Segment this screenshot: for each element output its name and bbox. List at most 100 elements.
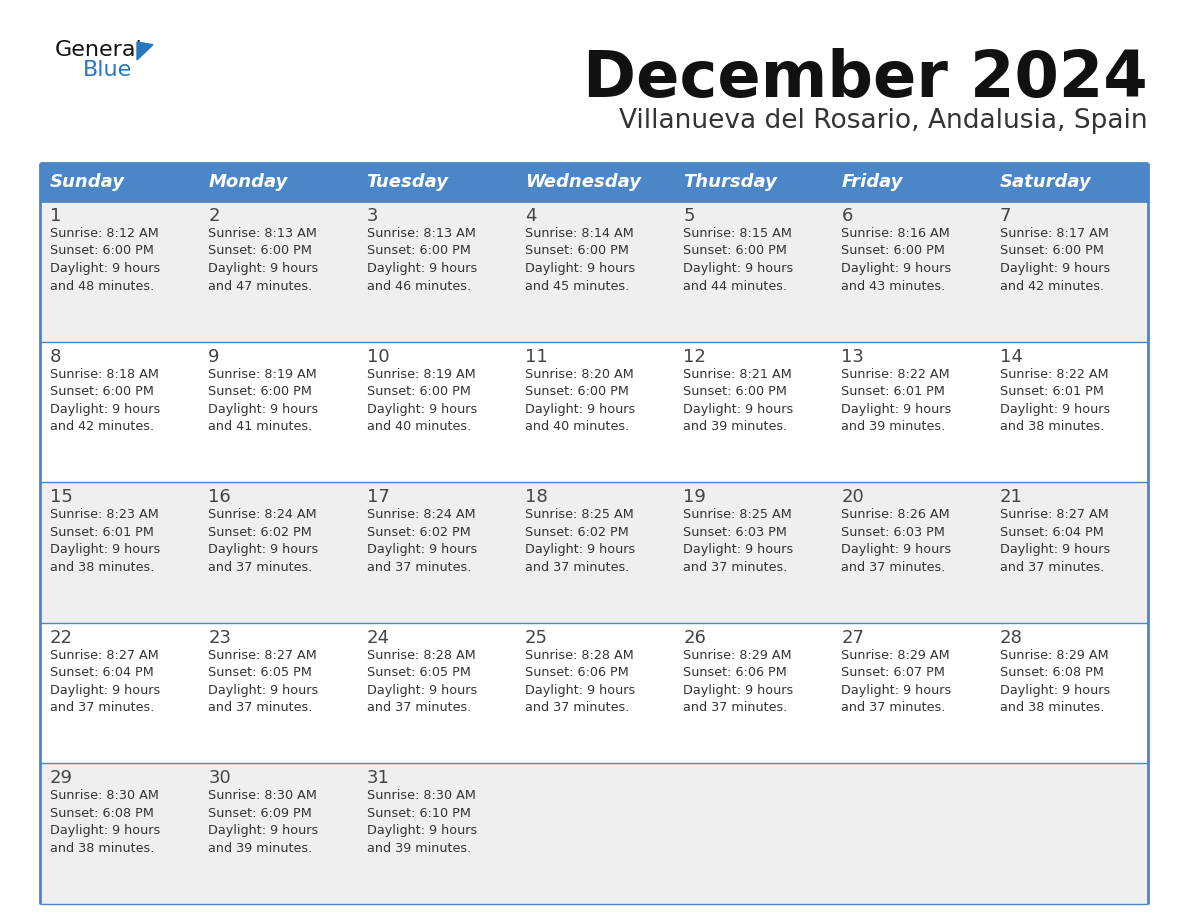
Text: Sunrise: 8:19 AM: Sunrise: 8:19 AM: [367, 367, 475, 381]
Text: 29: 29: [50, 769, 72, 788]
Polygon shape: [137, 42, 153, 60]
Text: Sunset: 6:00 PM: Sunset: 6:00 PM: [841, 244, 946, 258]
Text: Sunrise: 8:12 AM: Sunrise: 8:12 AM: [50, 227, 159, 240]
Text: and 44 minutes.: and 44 minutes.: [683, 279, 788, 293]
Text: Daylight: 9 hours: Daylight: 9 hours: [208, 543, 318, 556]
Text: and 40 minutes.: and 40 minutes.: [525, 420, 630, 433]
Bar: [198, 201, 356, 341]
Bar: [990, 163, 1148, 201]
Bar: [198, 341, 356, 482]
Text: Sunset: 6:08 PM: Sunset: 6:08 PM: [1000, 666, 1104, 679]
Text: 23: 23: [208, 629, 232, 647]
Bar: [832, 482, 990, 622]
Text: Sunset: 6:06 PM: Sunset: 6:06 PM: [525, 666, 628, 679]
Bar: [990, 482, 1148, 622]
Bar: [990, 201, 1148, 341]
Text: Sunrise: 8:14 AM: Sunrise: 8:14 AM: [525, 227, 633, 240]
Text: 7: 7: [1000, 207, 1011, 225]
Text: and 39 minutes.: and 39 minutes.: [683, 420, 788, 433]
Text: 22: 22: [50, 629, 72, 647]
Text: Sunset: 6:00 PM: Sunset: 6:00 PM: [525, 385, 628, 398]
Text: 2: 2: [208, 207, 220, 225]
Text: 13: 13: [841, 348, 865, 365]
Text: Daylight: 9 hours: Daylight: 9 hours: [367, 824, 476, 837]
Bar: [832, 622, 990, 764]
Text: Daylight: 9 hours: Daylight: 9 hours: [367, 403, 476, 416]
Text: Daylight: 9 hours: Daylight: 9 hours: [208, 824, 318, 837]
Bar: [40, 163, 198, 201]
Text: Sunrise: 8:16 AM: Sunrise: 8:16 AM: [841, 227, 950, 240]
Text: 19: 19: [683, 488, 706, 506]
Text: Daylight: 9 hours: Daylight: 9 hours: [50, 403, 160, 416]
Bar: [674, 764, 832, 904]
Text: Sunrise: 8:30 AM: Sunrise: 8:30 AM: [208, 789, 317, 802]
Bar: [198, 622, 356, 764]
Text: 18: 18: [525, 488, 548, 506]
Text: Sunset: 6:05 PM: Sunset: 6:05 PM: [208, 666, 312, 679]
Text: 1: 1: [50, 207, 62, 225]
Bar: [832, 163, 990, 201]
Bar: [990, 341, 1148, 482]
Text: Sunset: 6:08 PM: Sunset: 6:08 PM: [50, 807, 154, 820]
Text: 30: 30: [208, 769, 230, 788]
Text: Sunrise: 8:25 AM: Sunrise: 8:25 AM: [683, 509, 792, 521]
Text: and 37 minutes.: and 37 minutes.: [841, 561, 946, 574]
Text: Sunset: 6:01 PM: Sunset: 6:01 PM: [50, 526, 154, 539]
Text: Sunset: 6:01 PM: Sunset: 6:01 PM: [841, 385, 946, 398]
Text: Daylight: 9 hours: Daylight: 9 hours: [841, 403, 952, 416]
Text: 20: 20: [841, 488, 864, 506]
Text: Sunset: 6:10 PM: Sunset: 6:10 PM: [367, 807, 470, 820]
Text: Daylight: 9 hours: Daylight: 9 hours: [841, 543, 952, 556]
Text: Daylight: 9 hours: Daylight: 9 hours: [1000, 403, 1110, 416]
Text: Sunrise: 8:28 AM: Sunrise: 8:28 AM: [525, 649, 633, 662]
Bar: [40, 482, 198, 622]
Text: 26: 26: [683, 629, 706, 647]
Text: Daylight: 9 hours: Daylight: 9 hours: [1000, 684, 1110, 697]
Text: 21: 21: [1000, 488, 1023, 506]
Bar: [198, 764, 356, 904]
Text: Sunrise: 8:18 AM: Sunrise: 8:18 AM: [50, 367, 159, 381]
Text: Daylight: 9 hours: Daylight: 9 hours: [208, 262, 318, 275]
Text: Sunset: 6:00 PM: Sunset: 6:00 PM: [50, 385, 154, 398]
Text: Sunday: Sunday: [50, 173, 125, 191]
Text: Daylight: 9 hours: Daylight: 9 hours: [50, 543, 160, 556]
Text: and 37 minutes.: and 37 minutes.: [50, 701, 154, 714]
Text: Sunrise: 8:15 AM: Sunrise: 8:15 AM: [683, 227, 792, 240]
Text: Sunset: 6:05 PM: Sunset: 6:05 PM: [367, 666, 470, 679]
Text: Sunset: 6:00 PM: Sunset: 6:00 PM: [208, 385, 312, 398]
Bar: [674, 341, 832, 482]
Text: Sunset: 6:04 PM: Sunset: 6:04 PM: [50, 666, 153, 679]
Text: Daylight: 9 hours: Daylight: 9 hours: [208, 684, 318, 697]
Text: Daylight: 9 hours: Daylight: 9 hours: [1000, 543, 1110, 556]
Bar: [832, 341, 990, 482]
Bar: [514, 341, 674, 482]
Text: Monday: Monday: [208, 173, 287, 191]
Text: and 47 minutes.: and 47 minutes.: [208, 279, 312, 293]
Text: and 37 minutes.: and 37 minutes.: [367, 561, 470, 574]
Bar: [356, 482, 514, 622]
Text: and 45 minutes.: and 45 minutes.: [525, 279, 630, 293]
Text: 17: 17: [367, 488, 390, 506]
Text: Sunset: 6:02 PM: Sunset: 6:02 PM: [525, 526, 628, 539]
Text: Sunset: 6:03 PM: Sunset: 6:03 PM: [841, 526, 946, 539]
Text: Daylight: 9 hours: Daylight: 9 hours: [208, 403, 318, 416]
Text: Daylight: 9 hours: Daylight: 9 hours: [50, 684, 160, 697]
Text: and 37 minutes.: and 37 minutes.: [683, 561, 788, 574]
Text: Sunrise: 8:27 AM: Sunrise: 8:27 AM: [208, 649, 317, 662]
Bar: [514, 482, 674, 622]
Text: Daylight: 9 hours: Daylight: 9 hours: [50, 262, 160, 275]
Text: 9: 9: [208, 348, 220, 365]
Text: Sunset: 6:00 PM: Sunset: 6:00 PM: [683, 244, 786, 258]
Bar: [990, 622, 1148, 764]
Text: Thursday: Thursday: [683, 173, 777, 191]
Text: and 37 minutes.: and 37 minutes.: [367, 701, 470, 714]
Bar: [674, 163, 832, 201]
Text: Sunset: 6:03 PM: Sunset: 6:03 PM: [683, 526, 786, 539]
Text: and 42 minutes.: and 42 minutes.: [1000, 279, 1104, 293]
Text: Sunrise: 8:30 AM: Sunrise: 8:30 AM: [367, 789, 475, 802]
Text: 12: 12: [683, 348, 706, 365]
Bar: [514, 622, 674, 764]
Text: and 41 minutes.: and 41 minutes.: [208, 420, 312, 433]
Bar: [674, 482, 832, 622]
Text: Daylight: 9 hours: Daylight: 9 hours: [50, 824, 160, 837]
